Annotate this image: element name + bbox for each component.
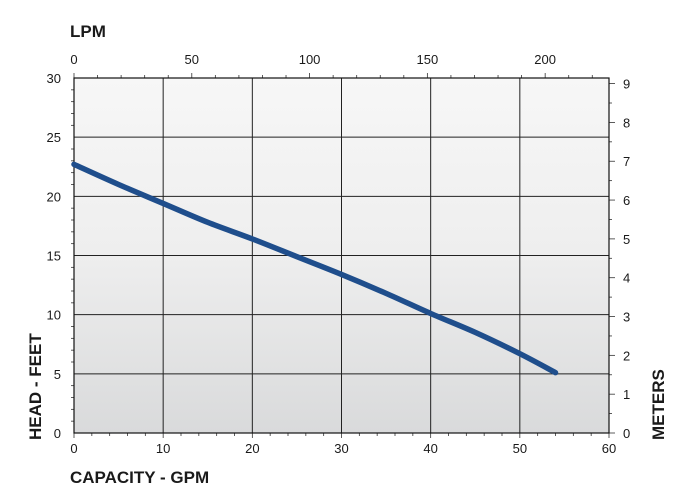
x-tick-label: 50 bbox=[513, 441, 527, 456]
x-axis-title: CAPACITY - GPM bbox=[70, 468, 209, 487]
y2-tick-label: 8 bbox=[623, 115, 630, 130]
x-tick-label: 40 bbox=[423, 441, 437, 456]
x2-axis-ticks: 0 50 100 150 200 bbox=[70, 52, 556, 67]
y2-tick-label: 6 bbox=[623, 193, 630, 208]
y2-tick-label: 1 bbox=[623, 387, 630, 402]
y2-axis-title: METERS bbox=[649, 369, 668, 440]
y-tick-label: 15 bbox=[47, 249, 61, 264]
y2-tick-label: 9 bbox=[623, 77, 630, 92]
x2-tick-label: 50 bbox=[185, 52, 199, 67]
grid-lines bbox=[74, 78, 609, 433]
y-tick-label: 0 bbox=[54, 426, 61, 441]
y-axis-ticks: 0 5 10 15 20 25 30 bbox=[47, 71, 61, 441]
y-axis-title: HEAD - FEET bbox=[26, 333, 45, 440]
x-tick-label: 0 bbox=[70, 441, 77, 456]
y2-tick-label: 4 bbox=[623, 271, 630, 286]
y2-tick-label: 7 bbox=[623, 154, 630, 169]
y-tick-label: 5 bbox=[54, 367, 61, 382]
x2-tick-label: 100 bbox=[299, 52, 321, 67]
performance-curve-line bbox=[71, 161, 559, 376]
x-tick-label: 60 bbox=[602, 441, 616, 456]
y-tick-label: 30 bbox=[47, 71, 61, 86]
y-tick-label: 20 bbox=[47, 189, 61, 204]
y-tick-label: 10 bbox=[47, 308, 61, 323]
x2-tick-label: 200 bbox=[534, 52, 556, 67]
y2-tick-label: 5 bbox=[623, 232, 630, 247]
plot-frame bbox=[73, 77, 610, 434]
y2-tick-label: 3 bbox=[623, 310, 630, 325]
x-tick-label: 10 bbox=[156, 441, 170, 456]
x-tick-label: 30 bbox=[334, 441, 348, 456]
y2-tick-label: 0 bbox=[623, 426, 630, 441]
series-group bbox=[71, 161, 559, 376]
x2-tick-label: 150 bbox=[417, 52, 439, 67]
x2-axis-title: LPM bbox=[70, 22, 106, 41]
x-tick-label: 20 bbox=[245, 441, 259, 456]
x-axis-ticks: 0 10 20 30 40 50 60 bbox=[70, 441, 616, 456]
y-tick-label: 25 bbox=[47, 130, 61, 145]
y2-tick-label: 2 bbox=[623, 348, 630, 363]
y2-axis-ticks: 0 1 2 3 4 5 6 7 8 9 bbox=[623, 77, 630, 441]
x2-tick-label: 0 bbox=[70, 52, 77, 67]
